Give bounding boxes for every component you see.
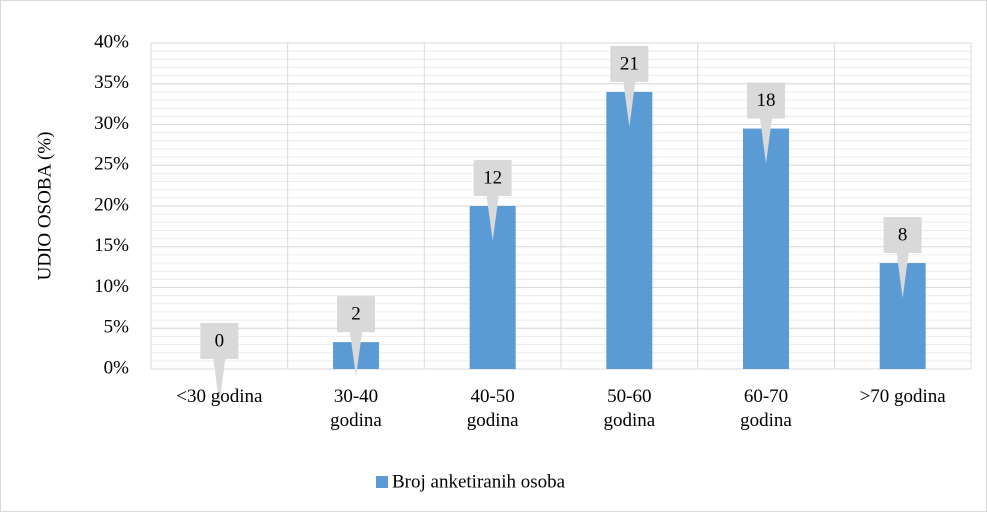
x-tick-label: 40-50 godina — [466, 386, 519, 431]
data-label-callout — [337, 296, 375, 378]
x-tick-label: >70 godina — [859, 386, 946, 407]
bar — [743, 128, 789, 369]
y-axis-label: UDIO OSOBA (%) — [34, 132, 55, 281]
data-label-callout — [473, 160, 512, 241]
data-label: 0 — [215, 330, 225, 351]
y-tick-label: 40% — [94, 31, 129, 52]
x-tick-label: 50-60 godina — [603, 386, 656, 431]
x-tick-label: <30 godina — [176, 386, 263, 407]
y-tick-label: 20% — [94, 194, 129, 215]
data-label-callout — [883, 217, 922, 299]
x-tick-label: 60-70 godina — [740, 386, 792, 431]
y-tick-label: 15% — [94, 235, 129, 256]
y-tick-label: 10% — [94, 276, 129, 297]
data-label-callout — [200, 323, 239, 404]
y-tick-label: 25% — [94, 154, 129, 175]
data-label-callout — [610, 45, 649, 127]
data-label: 21 — [620, 53, 639, 74]
data-label: 12 — [483, 167, 502, 188]
data-label: 2 — [351, 303, 361, 324]
y-tick-label: 0% — [104, 357, 130, 378]
data-label: 8 — [898, 224, 908, 245]
data-label-callout — [747, 82, 785, 164]
x-tick-label: 30-40 godina — [330, 386, 382, 431]
y-tick-label: 30% — [94, 113, 129, 134]
legend-label: Broj anketiranih osoba — [392, 471, 566, 492]
y-tick-label: 35% — [94, 72, 129, 93]
y-tick-label: 5% — [104, 317, 130, 338]
data-label: 18 — [757, 90, 776, 111]
legend-swatch — [376, 476, 388, 488]
bar — [606, 91, 653, 370]
